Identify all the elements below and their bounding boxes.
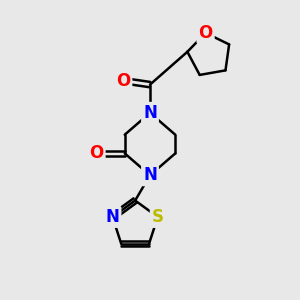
- Text: N: N: [143, 104, 157, 122]
- Text: O: O: [89, 144, 103, 162]
- Text: N: N: [106, 208, 119, 226]
- Text: S: S: [152, 208, 164, 226]
- Text: N: N: [143, 166, 157, 184]
- Text: O: O: [198, 24, 213, 42]
- Text: O: O: [116, 72, 130, 90]
